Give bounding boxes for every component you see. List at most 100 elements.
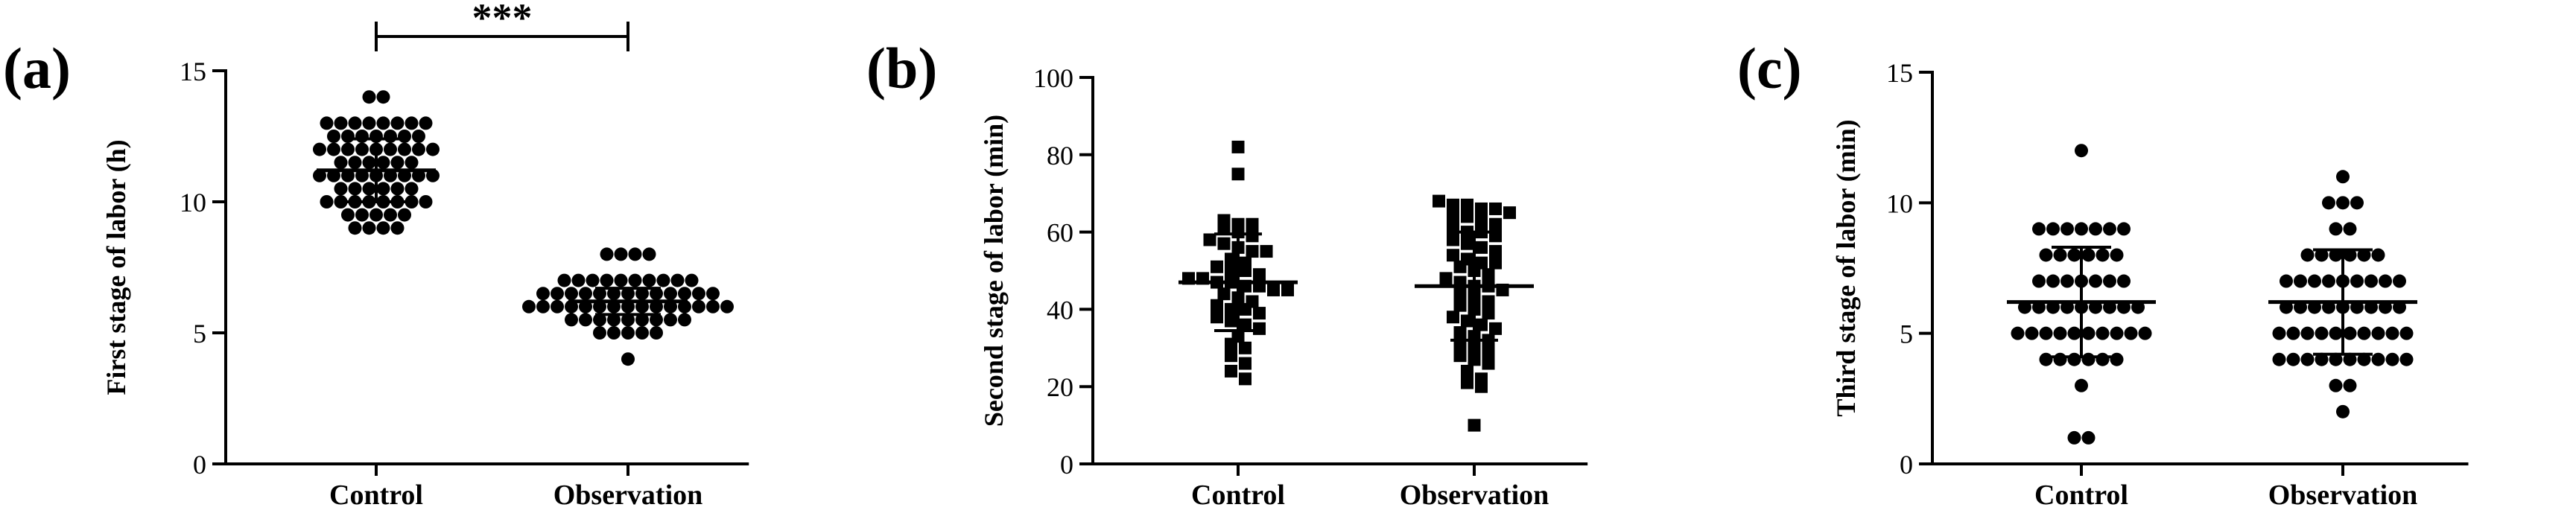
data-point (2131, 300, 2145, 314)
y-axis-label: Second stage of labor (min) (979, 115, 1009, 427)
data-point (2385, 326, 2399, 340)
y-tick-label: 0 (1900, 450, 1913, 480)
data-point (1447, 198, 1459, 211)
data-point (551, 287, 564, 301)
y-axis-label: Third stage of labor (min) (1831, 119, 1861, 416)
data-point (1225, 264, 1237, 277)
data-point (2053, 352, 2067, 366)
data-point (2300, 248, 2315, 262)
data-point (2096, 326, 2110, 340)
data-point (614, 273, 628, 287)
data-point (1461, 198, 1473, 211)
data-point (2272, 326, 2286, 340)
data-point (1239, 372, 1251, 386)
data-point (2364, 274, 2378, 288)
y-tick-label: 10 (1886, 188, 1913, 218)
data-point (642, 247, 656, 261)
data-point (334, 156, 348, 170)
data-point (376, 221, 390, 235)
data-point (2103, 274, 2116, 288)
data-point (341, 130, 355, 143)
data-point (2032, 274, 2046, 288)
data-point (1482, 295, 1495, 308)
data-point (2300, 352, 2315, 366)
data-point (390, 221, 405, 235)
data-point (664, 313, 677, 327)
panel-label: (b) (866, 36, 937, 101)
data-point (355, 130, 369, 143)
data-point (1281, 283, 1294, 296)
data-point (327, 168, 340, 182)
data-point (384, 168, 397, 182)
data-point (348, 182, 362, 196)
data-point (692, 299, 705, 313)
data-point (2343, 326, 2357, 340)
data-point (405, 182, 419, 196)
data-point (522, 299, 536, 313)
data-point (593, 326, 606, 340)
data-point (1447, 233, 1459, 246)
data-point (1225, 364, 1237, 378)
data-point (593, 313, 606, 327)
data-point (334, 182, 348, 196)
data-point (1461, 314, 1473, 328)
data-point (398, 130, 411, 143)
data-point (579, 287, 592, 301)
data-point (2286, 326, 2300, 340)
data-point (1468, 341, 1481, 354)
data-point (1211, 299, 1223, 312)
y-tick-label: 0 (1060, 450, 1073, 480)
data-point (1246, 229, 1259, 243)
data-point (2081, 352, 2096, 366)
data-point (670, 273, 685, 287)
data-point (362, 221, 376, 235)
panel-b: (b) 0 20 40 60 80 100 Second stage of labor (mi… (866, 36, 1588, 511)
data-point (2018, 300, 2031, 314)
y-tick-label: 5 (1900, 319, 1913, 349)
data-point (398, 208, 411, 222)
data-point (419, 116, 433, 130)
data-point (635, 287, 649, 301)
data-point (426, 168, 440, 182)
data-point (2379, 300, 2392, 314)
data-point (2350, 274, 2364, 288)
data-point (1246, 245, 1259, 258)
data-point (593, 299, 606, 313)
data-point (2371, 326, 2385, 340)
data-point (1239, 357, 1251, 370)
data-point (650, 326, 663, 340)
data-point (1447, 249, 1459, 262)
y-tick-label: 20 (1047, 372, 1073, 402)
data-point (1225, 302, 1237, 316)
data-point (355, 168, 369, 182)
data-point (412, 142, 425, 156)
data-point (565, 287, 578, 301)
data-point (2329, 326, 2343, 340)
data-point (2385, 352, 2399, 366)
data-point (678, 299, 691, 313)
y-tick-label: 15 (1886, 58, 1913, 88)
data-point (1253, 307, 1266, 320)
x-tick-label: Observation (553, 480, 703, 511)
y-tick-label: 10 (180, 188, 206, 217)
data-point (405, 195, 419, 208)
data-point (348, 116, 362, 130)
data-point (586, 273, 600, 287)
data-point (2053, 326, 2067, 340)
data-point (376, 116, 390, 130)
data-point (1489, 202, 1502, 215)
data-point (2089, 300, 2102, 314)
y-tick-label: 40 (1047, 295, 1073, 325)
data-point (2286, 352, 2300, 366)
data-point (1475, 256, 1488, 270)
data-point (2138, 326, 2152, 340)
y-tick-label: 100 (1033, 63, 1073, 93)
data-point (2081, 326, 2096, 340)
data-point (628, 273, 642, 287)
data-point (635, 313, 649, 327)
data-point (1239, 341, 1251, 354)
data-point (2371, 352, 2385, 366)
data-point (2399, 326, 2414, 340)
data-point (664, 287, 677, 301)
data-point (2322, 274, 2335, 288)
